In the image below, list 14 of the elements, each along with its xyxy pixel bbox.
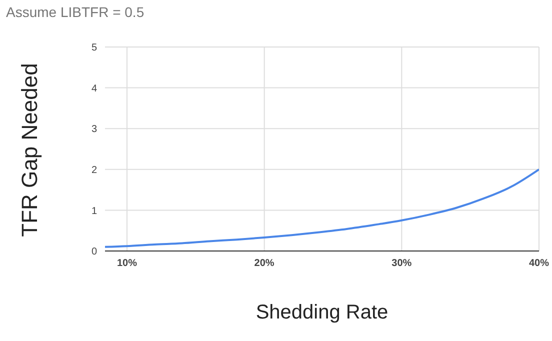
y-tick-label: 1	[91, 206, 98, 217]
x-tick-label: 40%	[528, 258, 550, 270]
x-tick-label: 20%	[254, 258, 274, 270]
line-series	[105, 168, 539, 248]
y-tick-label: 2	[91, 164, 98, 176]
y-tick-label: 3	[91, 124, 98, 136]
y-tick-label: 5	[91, 42, 98, 54]
x-axis-title: Shedding Rate	[256, 302, 388, 324]
y-tick-label: 0	[91, 246, 98, 258]
x-tick-label: 10%	[116, 258, 138, 270]
x-tick-label: 30%	[392, 258, 412, 270]
y-tick-label: 4	[91, 83, 98, 94]
y-axis-title: TFR Gap Needed	[17, 63, 43, 237]
chart-subtitle: Assume LIBTFR = 0.5	[6, 4, 144, 20]
